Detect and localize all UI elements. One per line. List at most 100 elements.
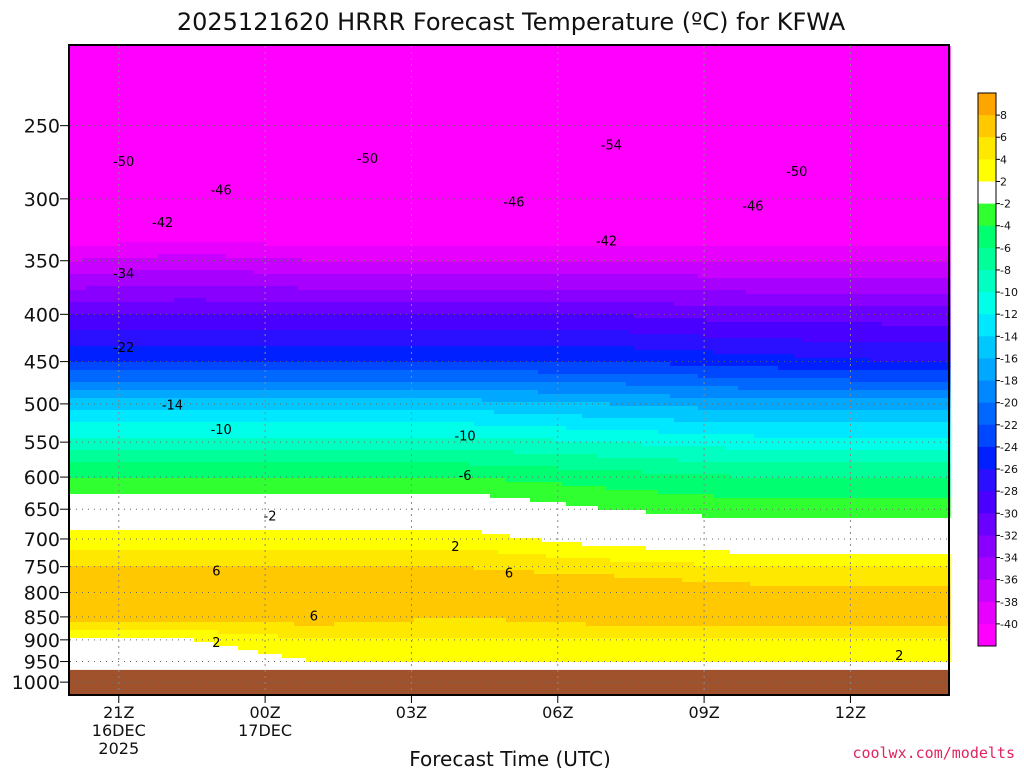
temperature-cell [130, 82, 135, 87]
temperature-cell [114, 606, 119, 611]
temperature-cell [90, 378, 95, 383]
temperature-cell [102, 558, 107, 563]
temperature-cell [150, 410, 155, 415]
temperature-cell [70, 286, 75, 291]
temperature-cell [70, 130, 75, 135]
temperature-cell [138, 82, 143, 87]
temperature-cell [118, 238, 123, 243]
temperature-cell [122, 446, 127, 451]
temperature-cell [106, 98, 111, 103]
temperature-cell [98, 206, 103, 211]
temperature-cell [190, 346, 195, 351]
temperature-cell [118, 150, 123, 155]
temperature-cell [146, 474, 151, 479]
temperature-cell [110, 318, 115, 323]
temperature-cell [182, 654, 187, 659]
temperature-cell [114, 586, 119, 591]
temperature-cell [194, 370, 199, 375]
temperature-cell [186, 330, 191, 335]
temperature-cell [190, 538, 195, 543]
temperature-cell [190, 194, 195, 199]
temperature-cell [162, 138, 167, 143]
temperature-cell [86, 458, 91, 463]
temperature-cell [78, 394, 83, 399]
temperature-cell [130, 522, 135, 527]
temperature-cell [142, 482, 147, 487]
temperature-cell [178, 418, 183, 423]
temperature-cell [146, 378, 151, 383]
temperature-cell [90, 462, 95, 467]
temperature-cell [186, 298, 191, 303]
temperature-cell [118, 130, 123, 135]
temperature-cell [194, 390, 199, 395]
temperature-cell [114, 614, 119, 619]
temperature-cell [82, 390, 87, 395]
temperature-cell [82, 454, 87, 459]
temperature-cell [154, 294, 159, 299]
temperature-cell [150, 646, 155, 651]
temperature-cell [150, 198, 155, 203]
temperature-cell [174, 406, 179, 411]
temperature-cell [198, 58, 203, 63]
temperature-cell [166, 242, 171, 247]
temperature-cell [158, 322, 163, 327]
temperature-cell [142, 630, 147, 635]
temperature-cell [90, 294, 95, 299]
temperature-cell [86, 174, 91, 179]
temperature-cell [138, 454, 143, 459]
temperature-cell [98, 586, 103, 591]
temperature-cell [178, 666, 183, 671]
temperature-cell [82, 506, 87, 511]
temperature-cell [174, 482, 179, 487]
temperature-cell [90, 218, 95, 223]
temperature-cell [90, 274, 95, 279]
temperature-cell [86, 150, 91, 155]
temperature-cell [142, 654, 147, 659]
temperature-cell [102, 594, 107, 599]
temperature-cell [106, 502, 111, 507]
temperature-cell [162, 162, 167, 167]
temperature-cell [106, 142, 111, 147]
temperature-cell [178, 194, 183, 199]
temperature-cell [130, 618, 135, 623]
temperature-cell [102, 566, 107, 571]
temperature-cell [70, 334, 75, 339]
temperature-cell [122, 510, 127, 515]
temperature-cell [138, 274, 143, 279]
temperature-cell [194, 418, 199, 423]
temperature-cell [106, 190, 111, 195]
temperature-cell [74, 274, 79, 279]
temperature-cell [110, 102, 115, 107]
temperature-cell [118, 258, 123, 263]
temperature-cell [122, 574, 127, 579]
temperature-cell [106, 106, 111, 111]
temperature-cell [178, 406, 183, 411]
temperature-cell [134, 262, 139, 267]
temperature-cell [146, 62, 151, 67]
temperature-cell [154, 634, 159, 639]
temperature-cell [158, 458, 163, 463]
temperature-cell [106, 82, 111, 87]
temperature-cell [170, 114, 175, 119]
temperature-cell [166, 102, 171, 107]
temperature-cell [118, 542, 123, 547]
temperature-cell [162, 610, 167, 615]
temperature-cell [138, 290, 143, 295]
temperature-cell [134, 46, 139, 51]
temperature-cell [130, 66, 135, 71]
temperature-cell [110, 78, 115, 83]
temperature-cell [182, 458, 187, 463]
temperature-cell [98, 182, 103, 187]
temperature-cell [114, 570, 119, 575]
temperature-cell [166, 506, 171, 511]
temperature-cell [110, 462, 115, 467]
temperature-cell [142, 226, 147, 231]
temperature-cell [114, 282, 119, 287]
temperature-cell [94, 418, 99, 423]
temperature-cell [106, 606, 111, 611]
temperature-cell [74, 158, 79, 163]
temperature-cell [86, 530, 91, 535]
temperature-cell [146, 418, 151, 423]
temperature-cell [162, 426, 167, 431]
temperature-cell [98, 486, 103, 491]
